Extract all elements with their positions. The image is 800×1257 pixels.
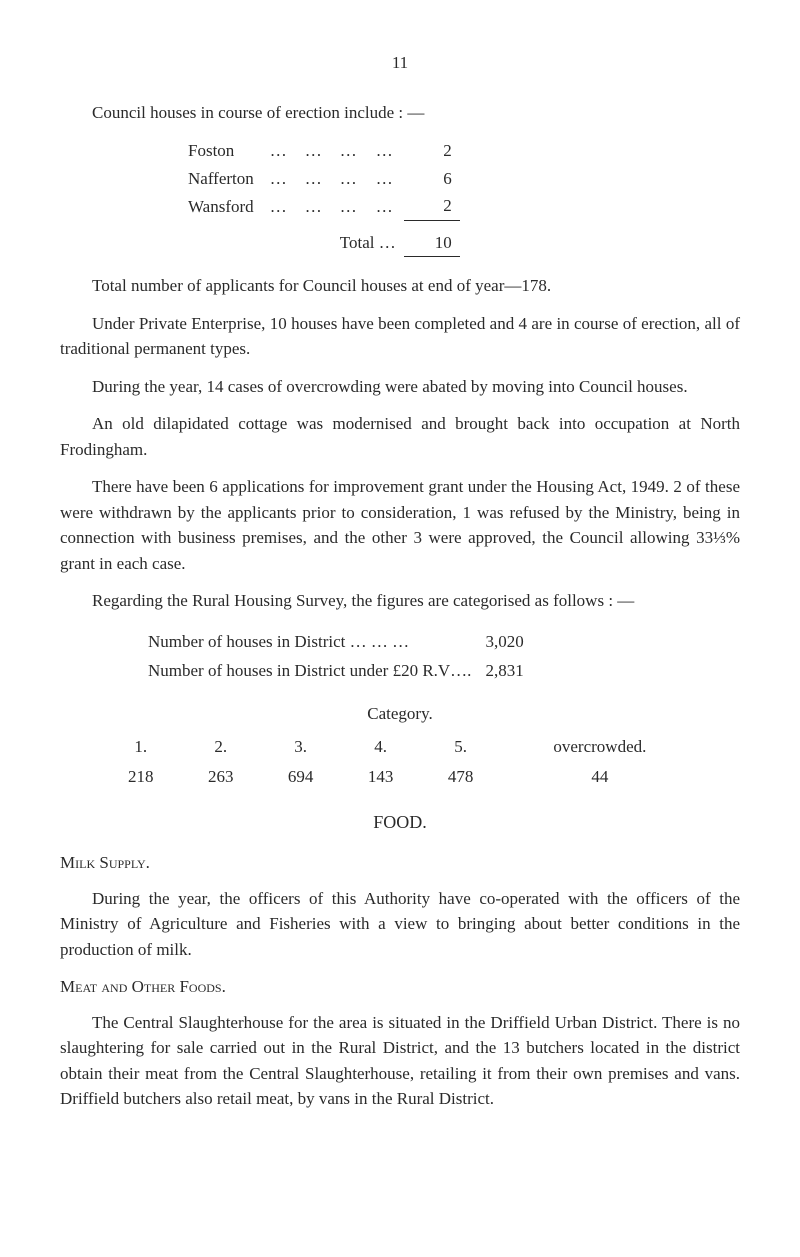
- rule: [404, 257, 460, 260]
- cat-value: 478: [421, 762, 501, 792]
- council-houses-table: Foston … … … … 2 Nafferton … … … … 6 Wan…: [180, 137, 460, 259]
- cell-dots: …: [262, 137, 297, 165]
- cat-header: 5.: [421, 732, 501, 762]
- table-row: 1. 2. 3. 4. 5. overcrowded.: [101, 732, 699, 762]
- stat-value: 3,020: [479, 628, 529, 656]
- cat-header: 4.: [341, 732, 421, 762]
- total-label: Total …: [332, 220, 404, 257]
- cell-value: 6: [404, 165, 460, 193]
- para-total-applicants: Total number of applicants for Council h…: [60, 273, 740, 299]
- cell-dots: …: [332, 137, 368, 165]
- table-row: Wansford … … … … 2: [180, 192, 460, 220]
- cat-value: 263: [181, 762, 261, 792]
- cell-dots: …: [297, 192, 332, 220]
- cell-value: 2: [404, 137, 460, 165]
- cell-dots: …: [368, 137, 404, 165]
- table-row: 218 263 694 143 478 44: [101, 762, 699, 792]
- para-regarding: Regarding the Rural Housing Survey, the …: [60, 588, 740, 614]
- para-private-enterprise: Under Private Enterprise, 10 houses have…: [60, 311, 740, 362]
- table-row: Foston … … … … 2: [180, 137, 460, 165]
- para-cottage: An old dilapidated cottage was modernise…: [60, 411, 740, 462]
- food-heading: FOOD.: [60, 809, 740, 836]
- para-during-year: During the year, 14 cases of overcrowdin…: [60, 374, 740, 400]
- cat-header: 1.: [101, 732, 181, 762]
- cell-name: Foston: [180, 137, 262, 165]
- cat-value: 143: [341, 762, 421, 792]
- cell-name: Wansford: [180, 192, 262, 220]
- cell-dots: …: [262, 192, 297, 220]
- cell-dots: …: [332, 165, 368, 193]
- stat-label: Number of houses in District … … …: [142, 628, 477, 656]
- para-milk: During the year, the officers of this Au…: [60, 886, 740, 963]
- cat-value: 44: [501, 762, 700, 792]
- cat-header: 2.: [181, 732, 261, 762]
- category-title: Category.: [60, 701, 740, 727]
- cell-name: Nafferton: [180, 165, 262, 193]
- cell-value: 2: [404, 192, 460, 220]
- milk-supply-heading: Milk Supply.: [60, 850, 740, 876]
- stat-value: 2,831: [479, 657, 529, 685]
- stats-table: Number of houses in District … … … 3,020…: [140, 626, 532, 687]
- cat-value: 694: [261, 762, 341, 792]
- cat-header: overcrowded.: [501, 732, 700, 762]
- table-total-row: Total … 10: [180, 220, 460, 257]
- table-row: Number of houses in District under £20 R…: [142, 657, 530, 685]
- cat-value: 218: [101, 762, 181, 792]
- table-row: Nafferton … … … … 6: [180, 165, 460, 193]
- cell-dots: …: [368, 192, 404, 220]
- category-table: 1. 2. 3. 4. 5. overcrowded. 218 263 694 …: [101, 732, 699, 791]
- cell-dots: …: [262, 165, 297, 193]
- para-meat: The Central Slaughterhouse for the area …: [60, 1010, 740, 1112]
- cell-dots: …: [297, 137, 332, 165]
- cell-dots: …: [297, 165, 332, 193]
- total-value: 10: [404, 220, 460, 257]
- para-intro: Council houses in course of erection inc…: [60, 100, 740, 126]
- para-housing-act: There have been 6 applications for impro…: [60, 474, 740, 576]
- cat-header: 3.: [261, 732, 341, 762]
- meat-foods-heading: Meat and Other Foods.: [60, 974, 740, 1000]
- page-number: 11: [60, 50, 740, 76]
- table-row: Number of houses in District … … … 3,020: [142, 628, 530, 656]
- cell-dots: …: [368, 165, 404, 193]
- stat-label: Number of houses in District under £20 R…: [142, 657, 477, 685]
- cell-dots: …: [332, 192, 368, 220]
